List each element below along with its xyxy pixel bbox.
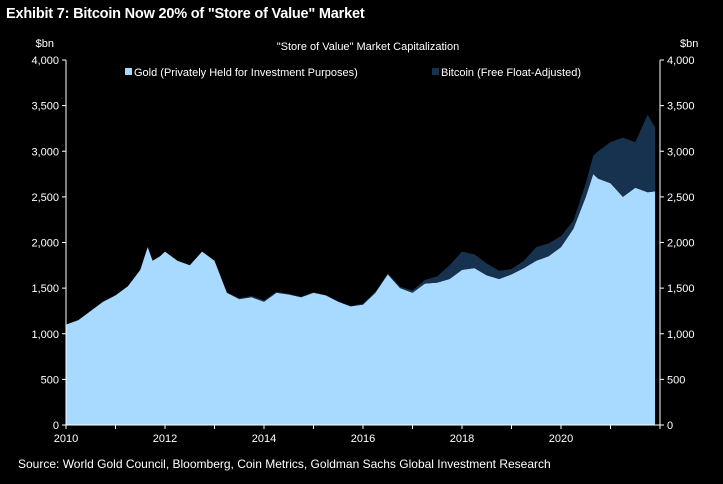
plot-area <box>66 114 656 425</box>
legend-label-bitcoin: Bitcoin (Free Float-Adjusted) <box>441 67 581 79</box>
y-tick-label-right: 4,000 <box>667 55 695 67</box>
x-tick-label: 2012 <box>153 433 177 445</box>
y-unit-left: $bn <box>36 38 54 50</box>
y-tick-label-right: 1,500 <box>667 283 695 295</box>
chart-title: "Store of Value" Market Capitalization <box>277 41 459 53</box>
y-tick-label-left: 500 <box>41 374 59 386</box>
legend-swatch-bitcoin <box>432 68 439 75</box>
y-tick-label-left: 1,500 <box>31 283 59 295</box>
y-unit-right: $bn <box>680 38 698 50</box>
y-tick-label-right: 2,000 <box>667 238 695 250</box>
x-tick-label: 2018 <box>450 433 474 445</box>
y-tick-label-left: 3,500 <box>31 101 59 113</box>
source-note: Source: World Gold Council, Bloomberg, C… <box>18 457 551 471</box>
gold-area-series <box>66 174 656 425</box>
legend-label-gold: Gold (Privately Held for Investment Purp… <box>134 67 358 79</box>
x-tick-label: 2020 <box>549 433 573 445</box>
y-tick-label-left: 0 <box>53 420 59 432</box>
y-tick-label-left: 2,500 <box>31 192 59 204</box>
y-tick-label-left: 2,000 <box>31 238 59 250</box>
legend: Gold (Privately Held for Investment Purp… <box>125 67 581 79</box>
y-tick-label-left: 4,000 <box>31 55 59 67</box>
y-tick-label-right: 3,500 <box>667 101 695 113</box>
y-tick-label-left: 3,000 <box>31 146 59 158</box>
y-tick-label-right: 500 <box>667 374 685 386</box>
y-tick-label-left: 1,000 <box>31 329 59 341</box>
legend-swatch-gold <box>125 68 132 75</box>
bitcoin-area-series <box>66 114 656 325</box>
y-tick-label-right: 0 <box>667 420 673 432</box>
x-tick-label: 2014 <box>252 433 276 445</box>
x-tick-label: 2010 <box>54 433 78 445</box>
y-tick-label-right: 1,000 <box>667 329 695 341</box>
y-tick-label-right: 3,000 <box>667 146 695 158</box>
x-tick-label: 2016 <box>351 433 375 445</box>
y-tick-label-right: 2,500 <box>667 192 695 204</box>
exhibit-title: Exhibit 7: Bitcoin Now 20% of "Store of … <box>6 6 365 22</box>
